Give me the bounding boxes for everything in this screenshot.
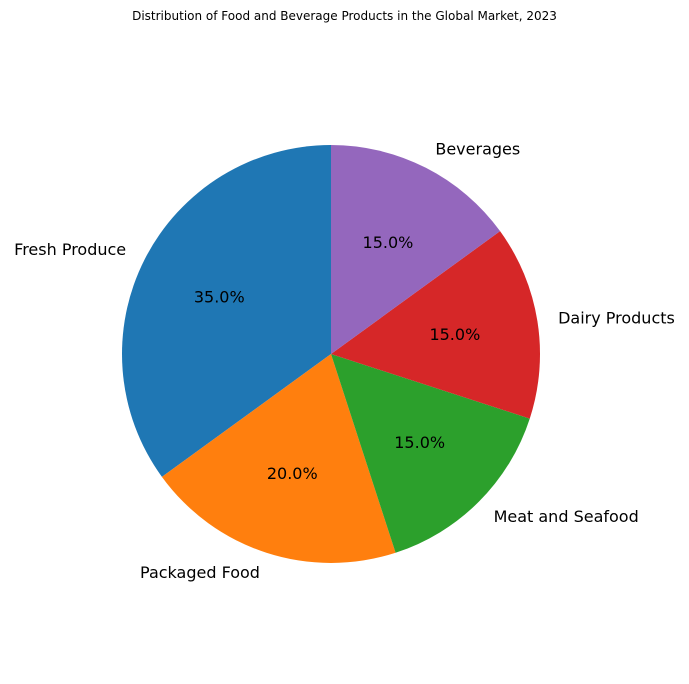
category-label-fresh-produce: Fresh Produce — [14, 240, 126, 259]
pct-label-dairy-products: 15.0% — [429, 325, 480, 344]
pie-slice-fresh-produce — [122, 145, 331, 477]
category-label-beverages: Beverages — [435, 140, 520, 159]
pie-slice-dairy-products — [331, 231, 540, 419]
pct-label-packaged-food: 20.0% — [267, 464, 318, 483]
pct-label-beverages: 15.0% — [363, 233, 414, 252]
pie-slice-packaged-food — [161, 354, 396, 563]
chart-title: Distribution of Food and Beverage Produc… — [132, 9, 557, 23]
pct-label-meat-and-seafood: 15.0% — [394, 433, 445, 452]
category-label-packaged-food: Packaged Food — [140, 563, 260, 582]
category-label-dairy-products: Dairy Products — [558, 309, 675, 328]
pie-slice-meat-and-seafood — [331, 354, 530, 553]
category-label-meat-and-seafood: Meat and Seafood — [494, 507, 639, 526]
pct-label-fresh-produce: 35.0% — [194, 288, 245, 307]
pie-slice-beverages — [331, 145, 501, 354]
